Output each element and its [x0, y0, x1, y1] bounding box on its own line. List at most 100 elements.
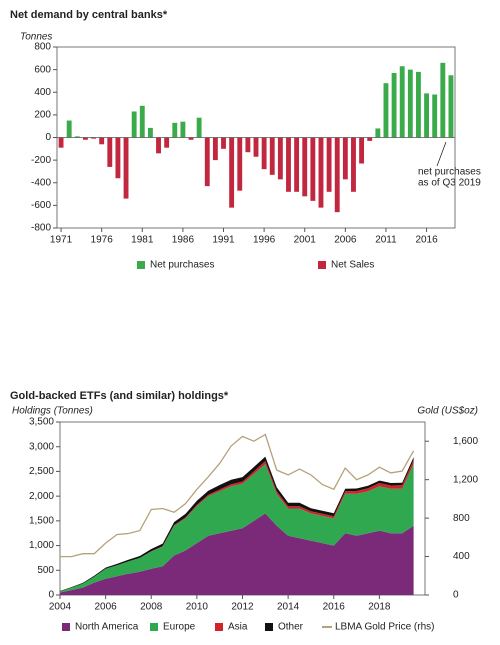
bar: [277, 137, 283, 180]
bar: [180, 121, 186, 138]
y-tick-label: -800: [31, 223, 51, 234]
bar: [164, 137, 170, 148]
y-tick-label: 3,500: [29, 417, 54, 428]
y-tick-label: 2,000: [29, 491, 54, 502]
y-tick-label: 3,000: [29, 441, 54, 452]
bar: [237, 137, 243, 191]
x-tick-label: 2010: [186, 602, 209, 613]
bar: [318, 137, 324, 208]
x-tick-label: 2016: [415, 235, 438, 246]
y-tick-label: 500: [37, 565, 54, 576]
legend-label: Net Sales: [331, 260, 374, 271]
bar: [147, 127, 153, 138]
bar: [58, 137, 64, 148]
bar: [367, 137, 373, 141]
bar: [334, 137, 340, 213]
chart-title: Gold-backed ETFs (and similar) holdings*: [10, 390, 229, 402]
x-tick-label: 2014: [277, 602, 300, 613]
annotation: net purchases: [418, 167, 481, 178]
y-tick-label: 1,000: [29, 540, 54, 551]
y2-tick-label: 0: [453, 590, 459, 601]
x-tick-label: 2006: [334, 235, 357, 246]
bar: [229, 137, 235, 208]
y-tick-label: 0: [45, 132, 51, 143]
x-tick-label: 1991: [212, 235, 235, 246]
legend-swatch: [265, 623, 273, 631]
legend-swatch: [318, 261, 326, 269]
x-tick-label: 1976: [91, 235, 114, 246]
x-tick-label: 2004: [49, 602, 72, 613]
line: [60, 433, 415, 558]
legend-swatch: [215, 623, 223, 631]
y-tick-label: -600: [31, 200, 51, 211]
y-axis-label: Holdings (Tonnes): [12, 406, 93, 417]
y-tick-label: 400: [34, 87, 51, 98]
bar: [82, 137, 88, 140]
legend-label: North America: [75, 622, 139, 633]
bar: [204, 137, 210, 187]
bar: [91, 137, 96, 139]
y-tick-label: 2,500: [29, 466, 54, 477]
bar: [383, 83, 389, 138]
x-tick-label: 2001: [294, 235, 317, 246]
annotation-arrow: [436, 141, 447, 167]
x-tick-label: 2006: [95, 602, 118, 613]
bar: [359, 137, 365, 164]
bar: [269, 137, 275, 175]
y-axis-label: Tonnes: [20, 32, 52, 43]
x-tick-label: 1971: [50, 235, 73, 246]
area: [60, 464, 414, 593]
bar: [342, 137, 348, 180]
bar: [326, 137, 332, 192]
legend-swatch: [137, 261, 145, 269]
y2-tick-label: 1,200: [453, 474, 478, 485]
bar: [416, 71, 421, 138]
legend-swatch: [62, 623, 70, 631]
y-tick-label: 200: [34, 110, 51, 121]
legend-label: Asia: [228, 622, 248, 633]
y2-tick-label: 1,600: [453, 436, 478, 447]
legend-label: Other: [278, 622, 304, 633]
bar: [407, 69, 413, 138]
bar: [261, 137, 267, 170]
x-tick-label: 1996: [253, 235, 276, 246]
y2-tick-label: 800: [453, 513, 470, 524]
legend-label: Europe: [163, 622, 196, 633]
bar: [399, 66, 405, 138]
bar: [172, 122, 178, 138]
x-tick-label: 2011: [375, 235, 397, 246]
bar: [115, 137, 121, 179]
bar: [139, 105, 145, 138]
bar: [440, 62, 446, 138]
x-tick-label: 2018: [368, 602, 391, 613]
bar: [432, 94, 438, 138]
legend-label: LBMA Gold Price (rhs): [335, 622, 434, 633]
y-tick-label: 1,500: [29, 515, 54, 526]
y2-tick-label: 400: [453, 551, 470, 562]
bar: [424, 93, 430, 138]
bar: [196, 117, 202, 138]
area: [60, 513, 414, 595]
y-tick-label: -400: [31, 177, 51, 188]
chart-title: Net demand by central banks*: [10, 9, 168, 21]
bar: [351, 137, 356, 192]
y-tick-label: 0: [48, 590, 54, 601]
y-tick-label: -200: [31, 155, 51, 166]
x-tick-label: 1981: [131, 235, 154, 246]
bar: [123, 137, 129, 199]
bar: [245, 137, 251, 153]
legend-label: Net purchases: [150, 260, 214, 271]
bar: [74, 136, 80, 138]
bar: [286, 137, 291, 192]
bar: [391, 73, 397, 138]
bar: [375, 128, 381, 138]
bar: [253, 137, 259, 157]
bar: [212, 137, 218, 161]
bar: [221, 137, 226, 149]
bar: [448, 75, 454, 138]
x-tick-label: 1986: [172, 235, 195, 246]
y2-axis-label: Gold (US$oz): [417, 406, 478, 417]
x-tick-label: 2008: [140, 602, 163, 613]
